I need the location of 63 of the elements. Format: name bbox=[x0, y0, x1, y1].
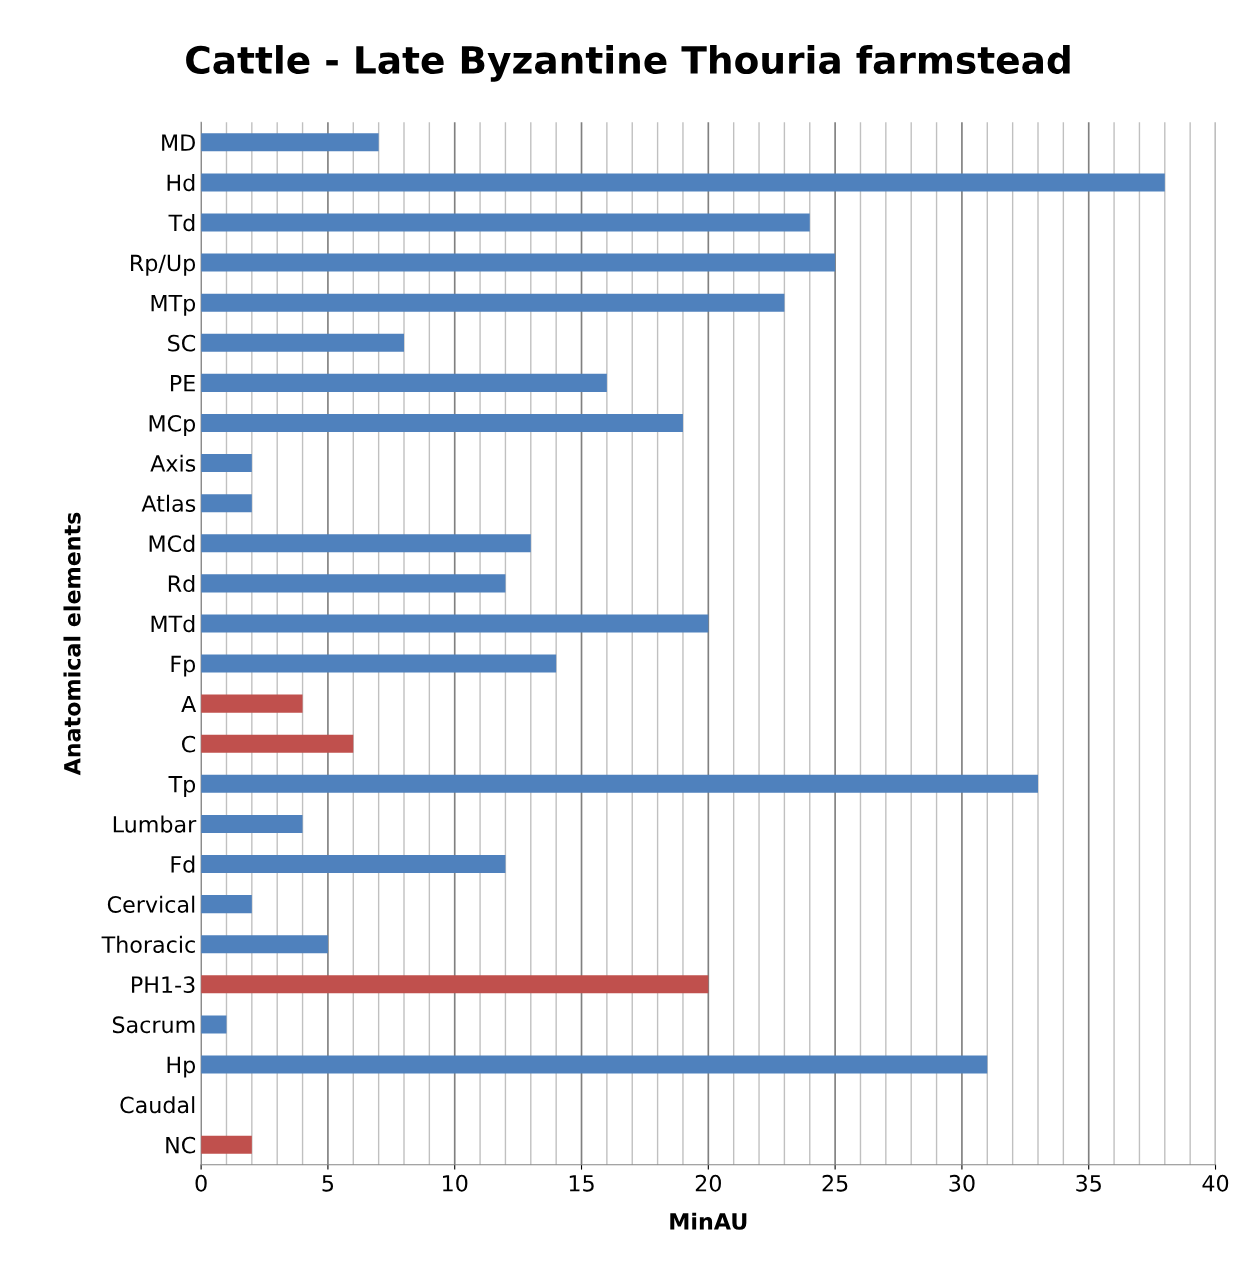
y-tick-label: Rd bbox=[168, 574, 195, 593]
y-tick-label: MD bbox=[162, 134, 195, 151]
y-tick-label: A bbox=[181, 695, 197, 713]
bar bbox=[201, 213, 810, 232]
bar bbox=[201, 454, 252, 473]
y-tick-label: Caudal bbox=[120, 1096, 195, 1114]
x-tick-label: 20 bbox=[695, 1174, 721, 1192]
bar bbox=[201, 494, 252, 513]
x-tick-label: 15 bbox=[569, 1175, 594, 1192]
bar bbox=[201, 935, 328, 954]
bar bbox=[201, 1015, 227, 1034]
y-tick-label: Sacrum bbox=[112, 1016, 195, 1034]
y-tick-label: Hp bbox=[167, 1056, 196, 1078]
bar bbox=[201, 774, 1038, 793]
y-tick-label: C bbox=[181, 735, 196, 753]
y-tick-label: Tp bbox=[168, 776, 196, 797]
bar bbox=[201, 654, 557, 673]
x-tick-label: 25 bbox=[822, 1174, 848, 1192]
bar bbox=[201, 895, 252, 914]
x-tick-label: 35 bbox=[1076, 1174, 1101, 1192]
y-tick-label: Thoracic bbox=[101, 935, 195, 953]
bar bbox=[201, 814, 303, 833]
y-tick-label: Atlas bbox=[141, 494, 196, 512]
bar bbox=[201, 614, 709, 633]
y-tick-label: MTd bbox=[151, 615, 195, 633]
x-tick-label: 0 bbox=[195, 1174, 207, 1192]
bar bbox=[201, 574, 506, 593]
bar bbox=[201, 975, 709, 994]
bar bbox=[201, 173, 1165, 192]
bar bbox=[201, 333, 404, 352]
bar bbox=[201, 534, 531, 553]
bar bbox=[201, 373, 607, 392]
x-tick-label: 5 bbox=[322, 1175, 334, 1192]
x-tick-label: 40 bbox=[1202, 1174, 1229, 1192]
bar bbox=[201, 133, 379, 152]
x-axis-title: MinAU bbox=[670, 1212, 747, 1230]
bar bbox=[201, 694, 303, 713]
y-tick-label: SC bbox=[168, 334, 196, 352]
bar bbox=[201, 413, 683, 432]
y-tick-label: PH1-3 bbox=[132, 976, 195, 994]
bar bbox=[201, 734, 354, 753]
y-tick-label: Fd bbox=[171, 855, 195, 873]
bar bbox=[201, 1055, 988, 1074]
y-tick-label: MCp bbox=[149, 414, 196, 437]
y-tick-label: NC bbox=[166, 1136, 196, 1154]
y-tick-label: MCd bbox=[149, 534, 195, 553]
bar bbox=[201, 293, 785, 312]
y-axis-title: Anatomical elements bbox=[63, 512, 81, 776]
y-tick-label: Rp/Up bbox=[131, 254, 196, 276]
x-tick-label: 10 bbox=[443, 1174, 468, 1192]
y-tick-label: Hd bbox=[167, 173, 195, 192]
y-tick-label: Td bbox=[168, 214, 195, 232]
y-tick-label: PE bbox=[171, 375, 195, 392]
y-tick-label: Lumbar bbox=[113, 815, 197, 833]
y-tick-label: Axis bbox=[150, 454, 196, 472]
chart-title: Cattle - Late Byzantine Thouria farmstead bbox=[186, 45, 1070, 82]
bar bbox=[201, 1135, 252, 1154]
bar bbox=[201, 253, 836, 272]
y-tick-label: Fp bbox=[171, 655, 196, 677]
y-tick-label: MTp bbox=[151, 294, 196, 316]
bar bbox=[201, 855, 506, 874]
y-tick-label: Cervical bbox=[107, 895, 195, 913]
x-tick-label: 30 bbox=[949, 1174, 975, 1192]
